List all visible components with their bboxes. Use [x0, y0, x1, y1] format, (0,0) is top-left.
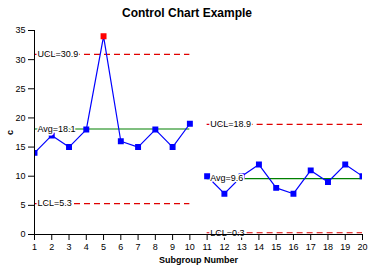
svg-text:LCL=0.3: LCL=0.3: [210, 228, 244, 238]
svg-text:16: 16: [288, 242, 298, 252]
svg-text:35: 35: [15, 25, 25, 35]
svg-text:0: 0: [20, 229, 25, 239]
svg-text:18: 18: [323, 242, 333, 252]
svg-text:Subgroup Number: Subgroup Number: [159, 255, 238, 265]
svg-text:5: 5: [20, 200, 25, 210]
svg-text:4: 4: [84, 242, 89, 252]
svg-text:6: 6: [118, 242, 123, 252]
svg-text:30: 30: [15, 55, 25, 65]
svg-text:3: 3: [67, 242, 72, 252]
svg-text:UCL=18.9: UCL=18.9: [210, 119, 251, 129]
svg-text:5: 5: [101, 242, 106, 252]
svg-text:15: 15: [271, 242, 281, 252]
html-text:Control Chart Example: Control Chart Example: [122, 6, 252, 20]
svg-text:2: 2: [49, 242, 54, 252]
svg-text:Avg=9.6: Avg=9.6: [210, 173, 243, 183]
svg-text:17: 17: [306, 242, 316, 252]
svg-text:12: 12: [219, 242, 229, 252]
svg-text:19: 19: [340, 242, 350, 252]
svg-text:c: c: [5, 130, 15, 135]
svg-text:15: 15: [15, 142, 25, 152]
svg-text:9: 9: [170, 242, 175, 252]
svg-text:14: 14: [254, 242, 264, 252]
svg-text:LCL=5.3: LCL=5.3: [38, 198, 72, 208]
svg-text:11: 11: [202, 242, 211, 252]
svg-text:UCL=30.9: UCL=30.9: [38, 49, 79, 59]
svg-text:7: 7: [136, 242, 141, 252]
svg-text:13: 13: [237, 242, 247, 252]
svg-text:1: 1: [32, 242, 37, 252]
svg-text:10: 10: [15, 171, 25, 181]
svg-text:8: 8: [153, 242, 158, 252]
svg-text:Avg=18.1: Avg=18.1: [38, 124, 76, 134]
svg-text:25: 25: [15, 84, 25, 94]
svg-text:20: 20: [357, 242, 367, 252]
svg-text:20: 20: [15, 113, 25, 123]
svg-text:10: 10: [185, 242, 195, 252]
